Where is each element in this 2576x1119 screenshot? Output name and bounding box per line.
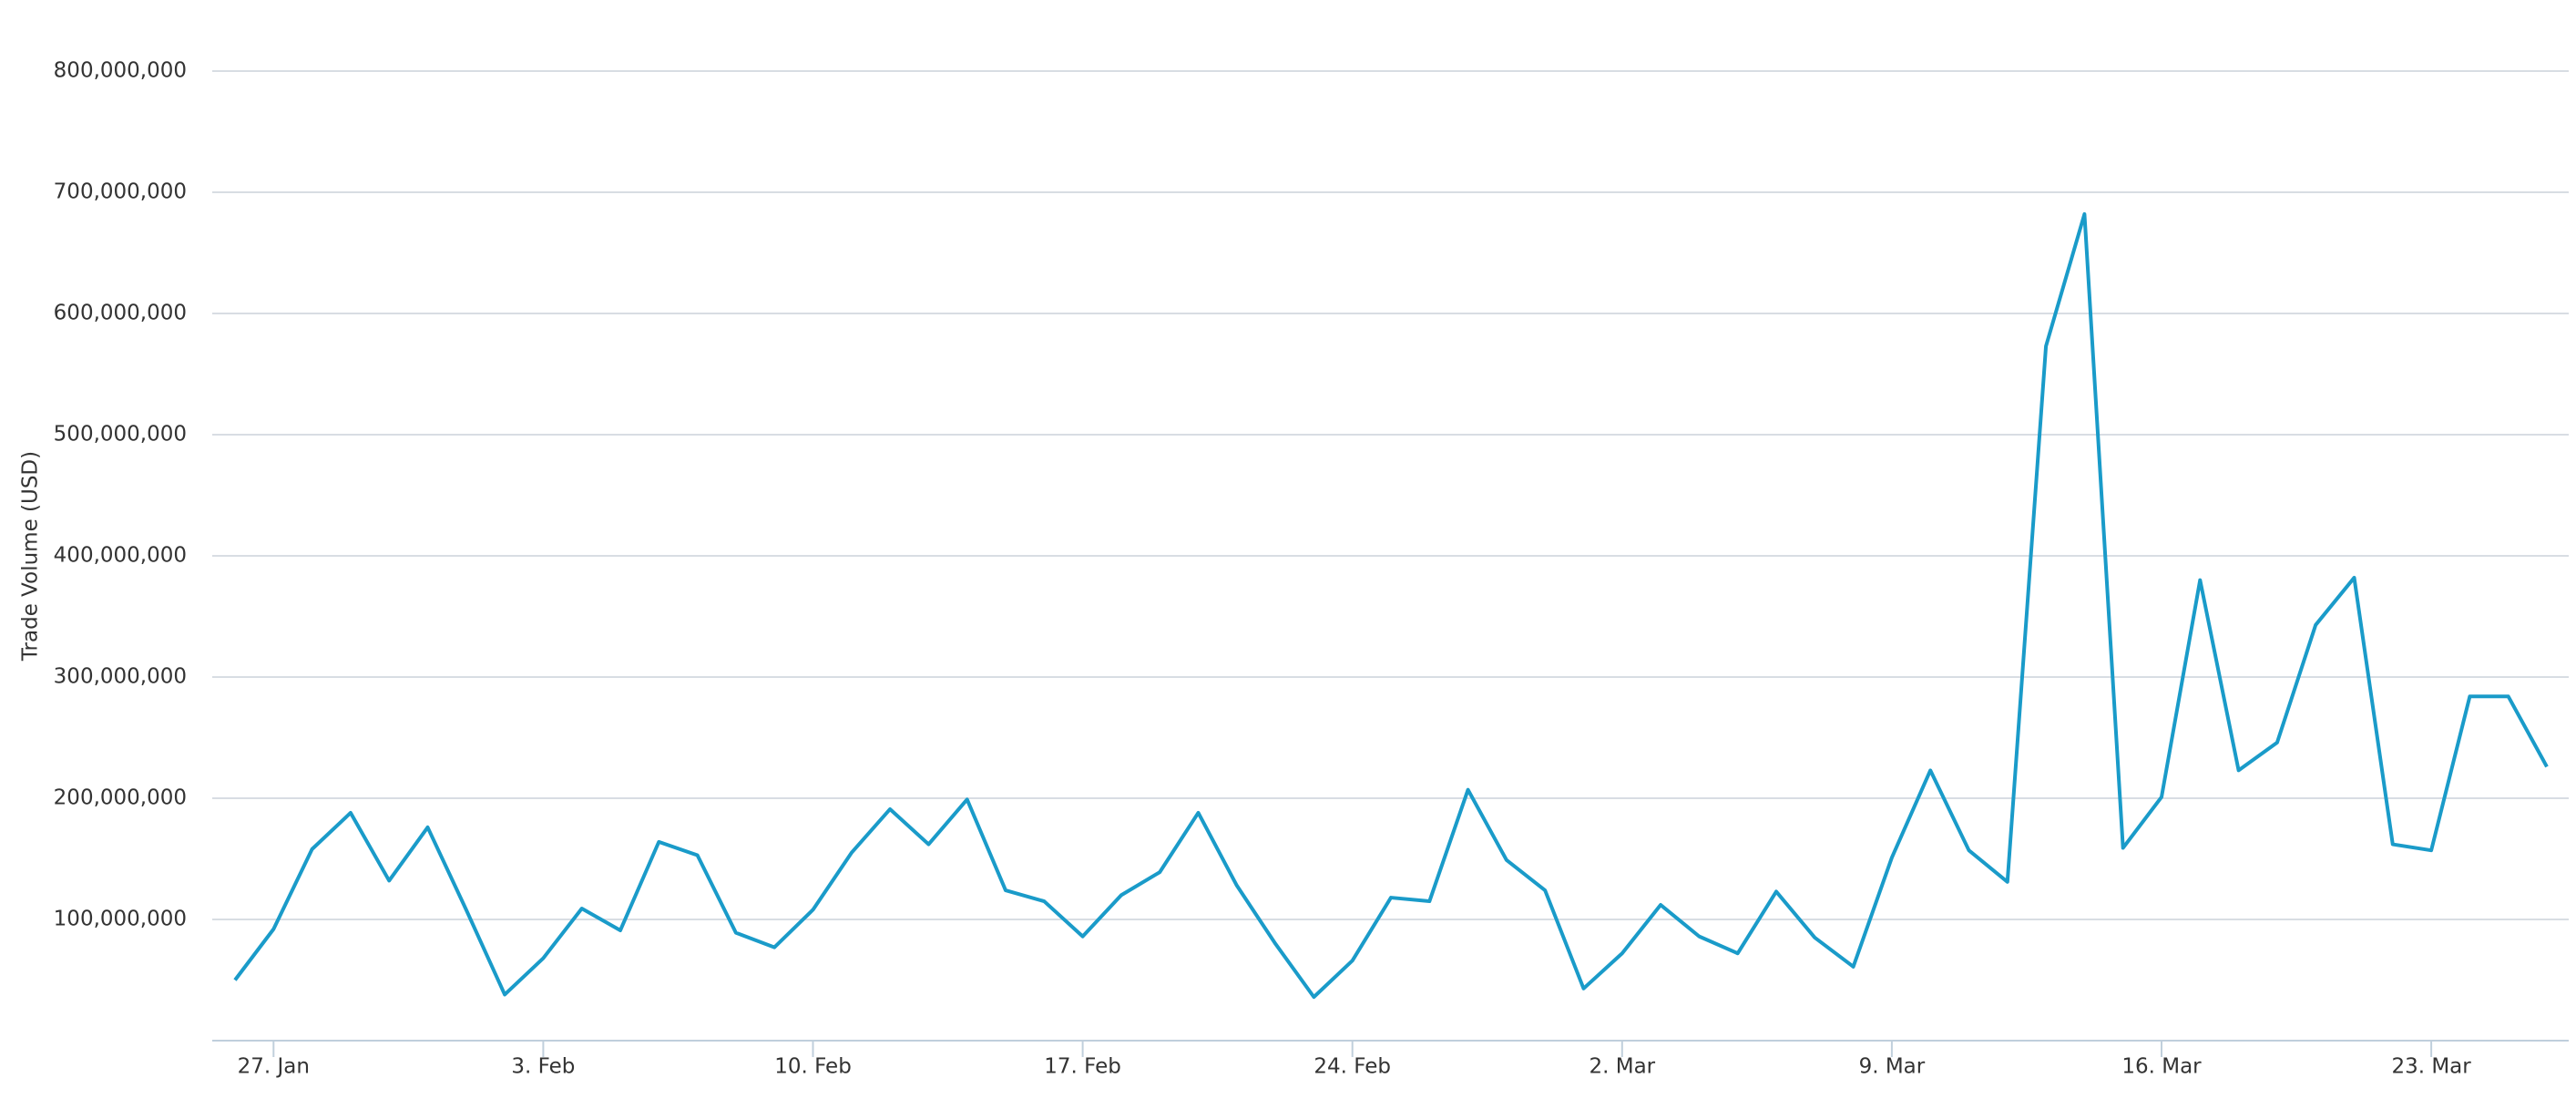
y-tick-label: 700,000,000 — [54, 180, 187, 204]
y-tick-label: 600,000,000 — [54, 302, 187, 325]
y-axis-title: Trade Volume (USD) — [19, 451, 43, 662]
x-tick-label: 2. Mar — [1589, 1055, 1655, 1079]
x-tick-label: 3. Feb — [511, 1055, 575, 1079]
y-tick-label: 500,000,000 — [54, 423, 187, 447]
line — [233, 211, 2549, 1000]
y-tick-label: 100,000,000 — [54, 908, 187, 931]
x-tick-label: 23. Mar — [2391, 1055, 2471, 1079]
x-tick-label: 24. Feb — [1314, 1055, 1391, 1079]
x-tick-label: 17. Feb — [1044, 1055, 1121, 1079]
y-tick-label: 300,000,000 — [54, 665, 187, 689]
x-tick-label: 9. Mar — [1859, 1055, 1926, 1079]
y-tick-label: 800,000,000 — [54, 59, 187, 83]
x-tick-label: 10. Feb — [774, 1055, 852, 1079]
y-tick-label: 200,000,000 — [54, 786, 187, 810]
x-tick-label: 27. Jan — [238, 1055, 310, 1079]
x-tick-label: 16. Mar — [2121, 1055, 2202, 1079]
y-tick-label: 400,000,000 — [54, 544, 187, 568]
